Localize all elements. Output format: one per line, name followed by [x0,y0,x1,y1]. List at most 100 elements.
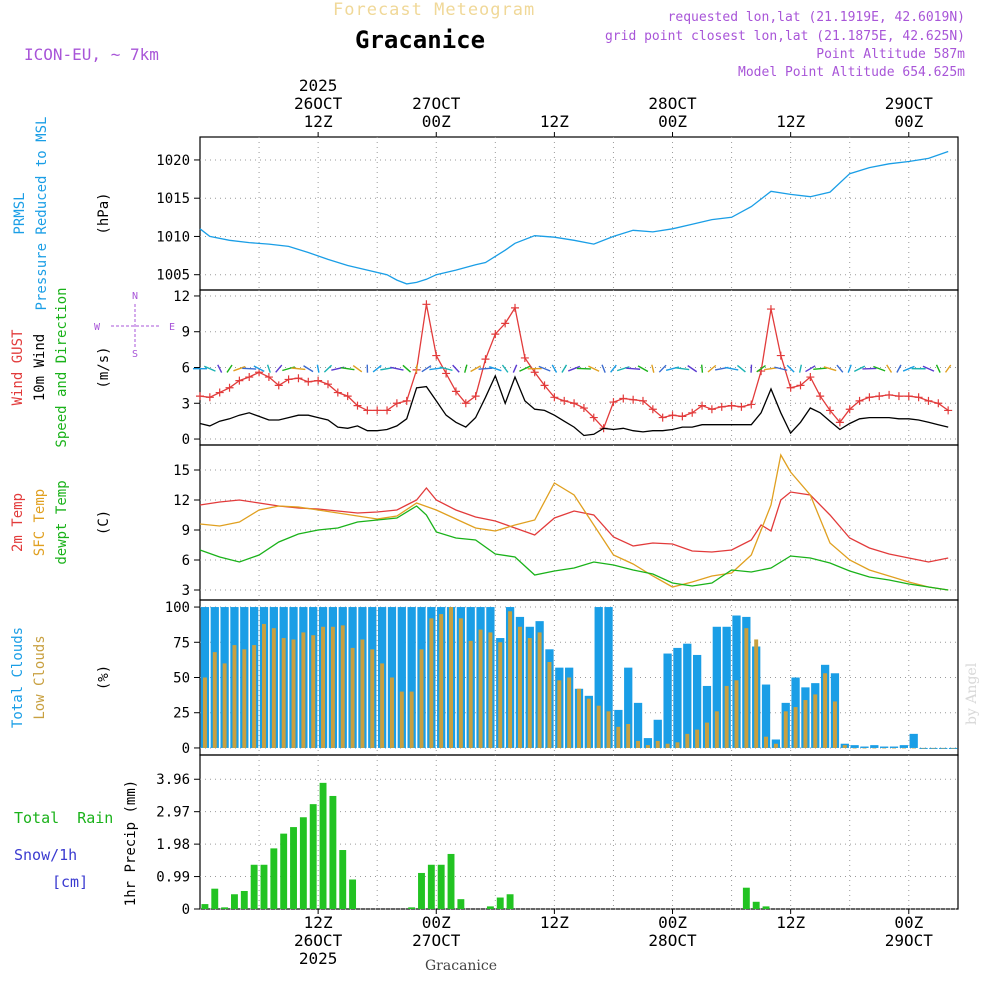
point-altitude: Point Altitude 587m [816,47,965,62]
wind-arrow [551,364,558,373]
gust-marker [560,396,569,405]
wind-arrow [352,364,363,373]
gust-marker [461,399,470,408]
gust-marker [629,395,638,404]
wind-arrow [316,364,320,373]
panel-wind: 0 3 6 9 12 Wind GUST 10m Wind Speed and Directi… [10,287,959,448]
y-axis-label: Pressure Reduced to MSL [34,117,50,311]
model-altitude: Model Point Altitude 654.625m [738,65,965,80]
gust-marker [717,402,726,411]
gust-marker [570,399,579,408]
gust-marker [511,303,520,312]
wind-arrow [786,364,795,373]
wind-arrow [805,365,816,373]
gust-marker [786,383,795,392]
total-cloud-bar [860,746,869,748]
precip-bar [408,907,416,909]
total-cloud-bar [624,667,633,748]
gust-marker [383,406,392,415]
precip-bar [280,833,288,909]
low-cloud-bar [823,673,828,748]
low-cloud-bar [832,701,837,748]
low-cloud-bar [803,700,808,748]
series-line [199,150,949,285]
top-time-label: 12Z [776,112,805,131]
wind-arrow [675,367,690,371]
wind-arrow [724,366,739,371]
y-axis-label: SFC Temp [32,489,48,556]
low-cloud-bar [577,688,581,748]
gust-marker [826,406,835,415]
wind-arrow [651,364,655,373]
low-cloud-bar [941,747,946,749]
wind-arrow [303,365,314,373]
gust-marker [333,388,342,397]
wind-arrow [813,367,828,371]
bottom-time-label: 12Z [540,913,569,932]
y-tick-label: 75 [173,635,190,651]
wind-arrow [226,364,233,373]
top-time-label: 28OCT [648,94,697,113]
gust-marker [796,381,805,390]
bottom-location-label: Gracanice [425,958,498,974]
precip-bar [319,782,327,909]
bottom-time-label: 26OCT [294,931,343,950]
gust-marker [619,394,628,403]
total-cloud-bar [850,745,859,748]
low-cloud-bar [596,705,601,748]
low-cloud-bar [685,733,690,748]
wind-arrow [372,364,382,373]
y-tick-label: 100 [165,600,190,616]
gust-marker [402,396,411,405]
precip-bar [250,864,258,909]
gust-marker [875,392,884,401]
precip-bar [329,795,337,909]
low-cloud-bar [399,691,404,748]
wind-arrow [275,364,283,373]
wind-arrow [266,364,271,373]
y-tick-label: 0.99 [156,870,190,886]
low-cloud-bar [252,645,257,748]
gust-marker [668,411,677,420]
gust-marker [688,408,697,417]
y-tick-label: 6 [182,361,190,377]
bottom-time-label: 12Z [304,913,333,932]
bottom-time-label: 28OCT [648,931,697,950]
gust-marker [658,413,667,422]
gust-marker [225,383,234,392]
total-cloud-bar [663,653,672,748]
total-cloud-bar [407,607,416,748]
low-cloud-bar [517,626,522,748]
wind-arrow [853,365,866,372]
panel-frame [199,136,959,291]
y-axis-unit: (hPa) [96,192,112,234]
total-cloud-bar [653,719,662,748]
gust-marker [501,319,510,328]
y-axis-label: Speed and Direction [54,287,70,447]
y-axis-label: PRMSL [12,192,28,234]
y-tick-label: 15 [173,463,190,479]
gust-marker [294,374,303,383]
low-cloud-bar [931,747,936,749]
wind-arrow [588,365,600,372]
low-cloud-bar [911,747,916,749]
wind-arrow [421,365,432,373]
y-axis-label: dewpt Temp [54,480,70,564]
y-axis-unit: (m/s) [96,346,112,388]
y-axis-unit: 1hr Precip (mm) [123,780,139,906]
low-cloud-bar [557,680,562,748]
low-cloud-bar [281,638,286,748]
total-cloud-bar [594,607,603,748]
gust-marker [845,405,854,414]
top-time-label: 27OCT [412,94,461,113]
low-cloud-bar [242,649,247,748]
low-cloud-bar [754,639,759,748]
y-tick-label: 50 [173,671,190,687]
wind-arrow [658,364,667,373]
gust-marker [894,392,903,401]
low-cloud-bar [311,635,316,748]
y-tick-label: 12 [173,493,190,509]
precip-bar [457,899,465,909]
low-cloud-bar [773,743,778,748]
